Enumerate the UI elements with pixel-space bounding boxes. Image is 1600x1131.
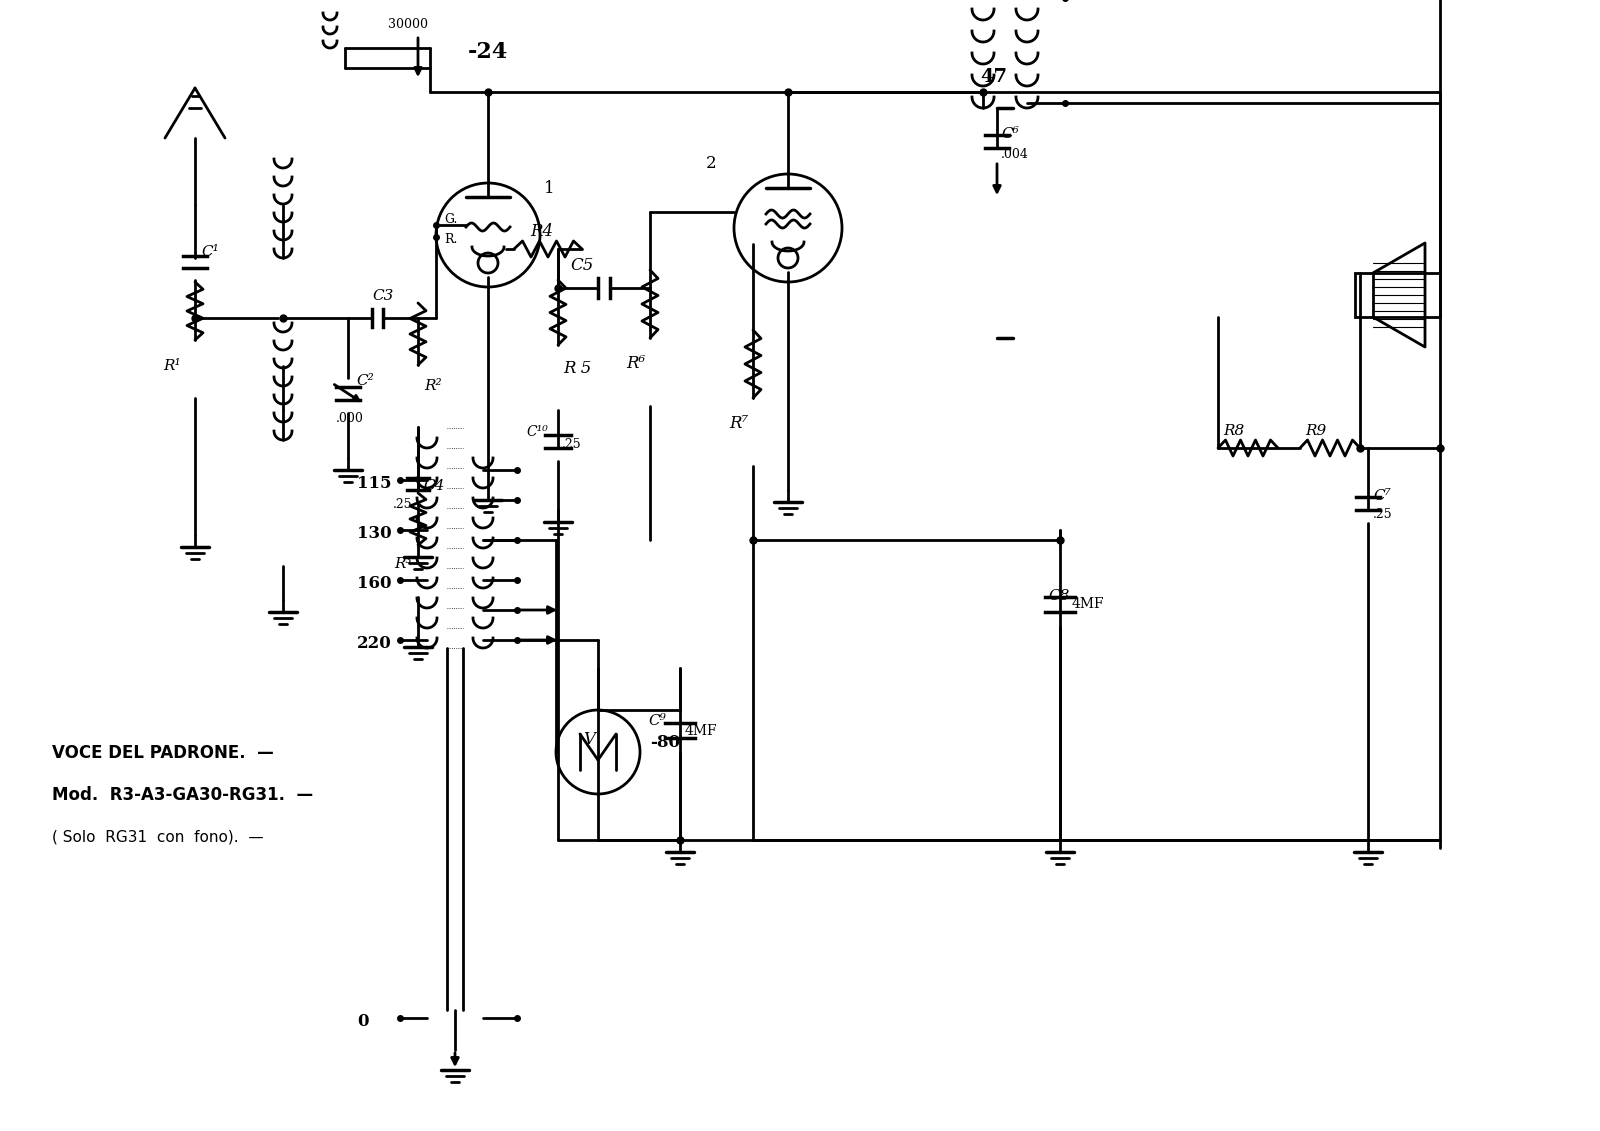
Text: .25: .25: [394, 498, 413, 511]
Text: 0: 0: [357, 1013, 368, 1030]
Text: .25: .25: [1373, 508, 1392, 521]
Text: C¹: C¹: [202, 245, 219, 259]
Text: 220: 220: [357, 634, 392, 651]
Text: 30000: 30000: [387, 18, 429, 31]
Text: -24: -24: [467, 41, 509, 63]
Text: C⁹: C⁹: [648, 714, 666, 728]
Bar: [1355, 273, 1373, 317]
Text: R³: R³: [394, 556, 411, 571]
Text: 130: 130: [357, 525, 392, 542]
Text: R¹: R¹: [163, 359, 181, 373]
Text: C8: C8: [1048, 589, 1069, 603]
Text: R4: R4: [530, 223, 554, 240]
Text: .25: .25: [562, 438, 582, 451]
Text: .004: .004: [1002, 148, 1029, 161]
Text: R 5: R 5: [563, 360, 592, 377]
Text: 4MF: 4MF: [685, 724, 718, 739]
Text: C²: C²: [355, 374, 374, 388]
Text: V: V: [582, 731, 595, 748]
Text: C⁶: C⁶: [1002, 127, 1019, 141]
Text: G.: G.: [445, 213, 458, 226]
Text: C¹⁰: C¹⁰: [526, 425, 547, 439]
Text: R8: R8: [1222, 424, 1245, 438]
Text: R.: R.: [445, 233, 458, 247]
Text: -80: -80: [650, 734, 680, 751]
Text: Mod.  R3-A3-GA30-RG31.  —: Mod. R3-A3-GA30-RG31. —: [51, 786, 314, 804]
Text: R9: R9: [1306, 424, 1326, 438]
Text: ( Solo  RG31  con  fono).  —: ( Solo RG31 con fono). —: [51, 830, 264, 845]
Text: 160: 160: [357, 575, 392, 592]
Text: R²: R²: [424, 379, 442, 392]
Text: C⁷: C⁷: [1373, 489, 1390, 503]
Text: 47: 47: [979, 68, 1006, 86]
Text: VOCE DEL PADRONE.  —: VOCE DEL PADRONE. —: [51, 744, 274, 762]
Text: C4: C4: [422, 480, 445, 493]
Text: .000: .000: [336, 412, 363, 425]
Text: 2: 2: [706, 155, 717, 172]
Text: R⁷: R⁷: [730, 415, 749, 432]
Text: 115: 115: [357, 475, 392, 492]
Text: 4MF: 4MF: [1072, 597, 1104, 611]
Text: C5: C5: [570, 257, 594, 274]
Text: R⁶: R⁶: [626, 355, 645, 372]
Text: 1: 1: [544, 180, 555, 197]
Text: C3: C3: [371, 290, 394, 303]
